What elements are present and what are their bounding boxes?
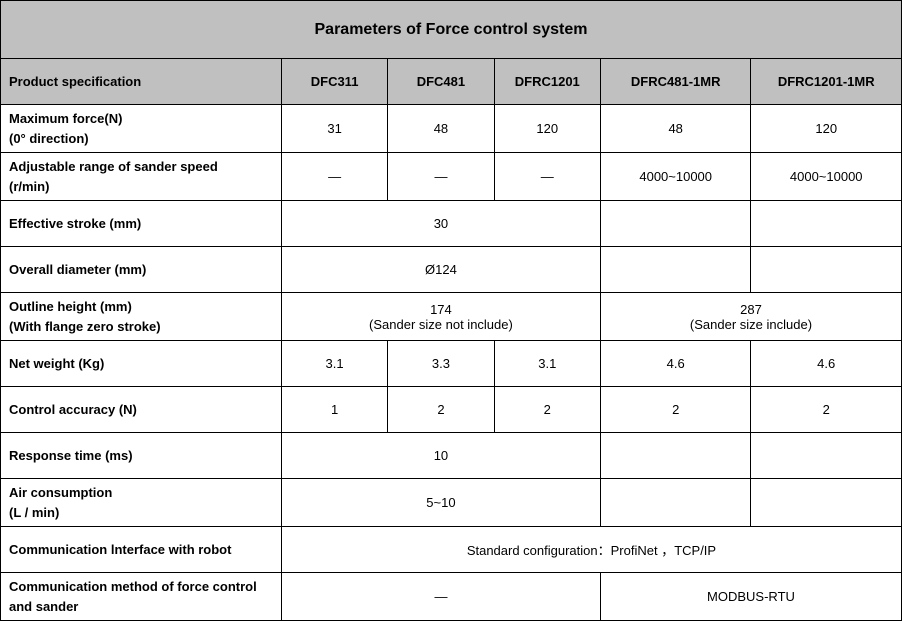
cell: 4.6	[751, 341, 902, 387]
cell: —	[388, 153, 494, 201]
cell: —	[281, 573, 600, 621]
cell: 2	[751, 387, 902, 433]
cell: 174 (Sander size not include)	[281, 293, 600, 341]
row-label: Overall diameter (mm)	[1, 247, 282, 293]
cell: 48	[600, 105, 750, 153]
row-accuracy: Control accuracy (N) 1 2 2 2 2	[1, 387, 902, 433]
row-comm-method: Communication method of force control an…	[1, 573, 902, 621]
cell: MODBUS-RTU	[600, 573, 901, 621]
header-c4: DFRC481-1MR	[600, 59, 750, 105]
cell: 10	[281, 433, 600, 479]
height-left-val: 174	[290, 302, 592, 317]
cell: 2	[494, 387, 600, 433]
cell: 3.3	[388, 341, 494, 387]
cell: 4000~10000	[600, 153, 750, 201]
cell-empty	[751, 479, 902, 527]
cell: 5~10	[281, 479, 600, 527]
height-right-note: (Sander size include)	[609, 317, 893, 332]
row-maxforce: Maximum force(N)(0° direction) 31 48 120…	[1, 105, 902, 153]
cell: 31	[281, 105, 387, 153]
height-right-val: 287	[609, 302, 893, 317]
cell: 120	[494, 105, 600, 153]
cell: 4000~10000	[751, 153, 902, 201]
row-response: Response time (ms) 10	[1, 433, 902, 479]
row-diameter: Overall diameter (mm) Ø124	[1, 247, 902, 293]
cell: 287 (Sander size include)	[600, 293, 901, 341]
cell-empty	[600, 247, 750, 293]
cell: 3.1	[281, 341, 387, 387]
cell-empty	[751, 433, 902, 479]
title-row: Parameters of Force control system	[1, 1, 902, 59]
row-label: Communication lnterface with robot	[1, 527, 282, 573]
header-c1: DFC311	[281, 59, 387, 105]
row-comm-if: Communication lnterface with robot Stand…	[1, 527, 902, 573]
row-label: Control accuracy (N)	[1, 387, 282, 433]
table-title: Parameters of Force control system	[1, 1, 902, 59]
cell: 3.1	[494, 341, 600, 387]
row-sander-speed: Adjustable range of sander speed (r/min)…	[1, 153, 902, 201]
cell-empty	[751, 201, 902, 247]
cell: 2	[388, 387, 494, 433]
height-left-note: (Sander size not include)	[290, 317, 592, 332]
row-label: Effective stroke (mm)	[1, 201, 282, 247]
row-label: Maximum force(N)(0° direction)	[1, 105, 282, 153]
row-label: Outline height (mm)(With flange zero str…	[1, 293, 282, 341]
cell: —	[281, 153, 387, 201]
cell-empty	[600, 433, 750, 479]
cell: 120	[751, 105, 902, 153]
row-label: Air consumption(L / min)	[1, 479, 282, 527]
cell-empty	[751, 247, 902, 293]
header-c3: DFRC1201	[494, 59, 600, 105]
cell: 30	[281, 201, 600, 247]
cell: Ø124	[281, 247, 600, 293]
cell: 1	[281, 387, 387, 433]
row-air: Air consumption(L / min) 5~10	[1, 479, 902, 527]
header-label: Product specification	[1, 59, 282, 105]
row-label: Net weight (Kg)	[1, 341, 282, 387]
cell: Standard configuration：ProfiNet ，TCP/IP	[281, 527, 901, 573]
row-label: Response time (ms)	[1, 433, 282, 479]
cell: 4.6	[600, 341, 750, 387]
row-label: Adjustable range of sander speed (r/min)	[1, 153, 282, 201]
row-height: Outline height (mm)(With flange zero str…	[1, 293, 902, 341]
row-stroke: Effective stroke (mm) 30	[1, 201, 902, 247]
cell-empty	[600, 479, 750, 527]
cell-empty	[600, 201, 750, 247]
header-row: Product specification DFC311 DFC481 DFRC…	[1, 59, 902, 105]
cell: 48	[388, 105, 494, 153]
header-c5: DFRC1201-1MR	[751, 59, 902, 105]
header-c2: DFC481	[388, 59, 494, 105]
cell: 2	[600, 387, 750, 433]
cell: —	[494, 153, 600, 201]
row-weight: Net weight (Kg) 3.1 3.3 3.1 4.6 4.6	[1, 341, 902, 387]
spec-table: Parameters of Force control system Produ…	[0, 0, 902, 621]
row-label: Communication method of force control an…	[1, 573, 282, 621]
